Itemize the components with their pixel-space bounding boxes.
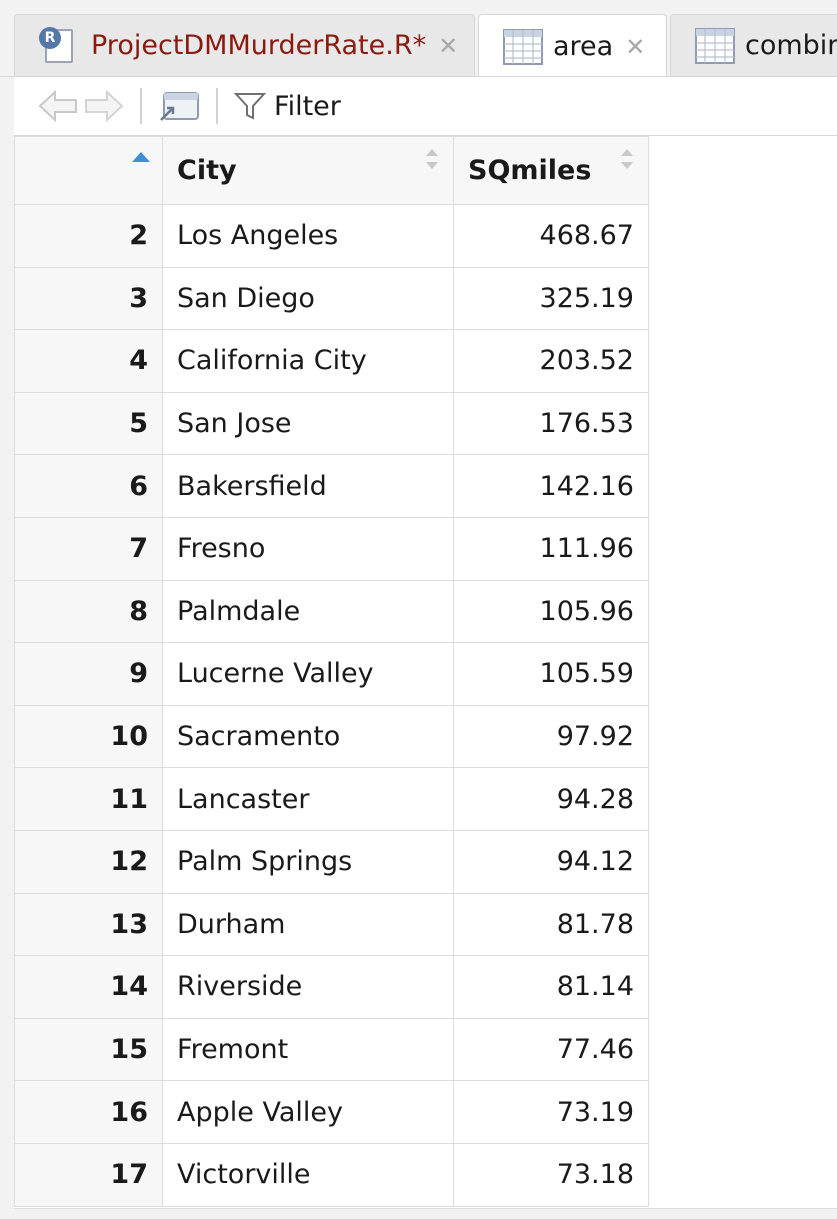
- sqmiles-cell[interactable]: 111.96: [453, 516, 649, 581]
- table-row[interactable]: 15 Fremont 77.46: [14, 1017, 649, 1082]
- row-index-cell: 2: [14, 204, 163, 268]
- city-cell[interactable]: Los Angeles: [162, 204, 454, 268]
- table-row[interactable]: 13 Durham 81.78: [14, 892, 649, 957]
- city-cell[interactable]: Victorville: [162, 1142, 454, 1207]
- city-cell[interactable]: Lancaster: [162, 767, 454, 831]
- column-header-index[interactable]: [14, 136, 163, 205]
- table-row[interactable]: 3 San Diego 325.19: [14, 266, 649, 331]
- table-row[interactable]: 6 Bakersfield 142.16: [14, 454, 649, 518]
- sort-toggle-icon[interactable]: [620, 147, 634, 171]
- table-row[interactable]: 11 Lancaster 94.28: [14, 767, 649, 831]
- table-row[interactable]: 10 Sacramento 97.92: [14, 704, 649, 769]
- sqmiles-cell[interactable]: 81.78: [453, 892, 649, 957]
- back-arrow-icon[interactable]: [38, 89, 78, 123]
- row-index-cell: 12: [14, 829, 163, 894]
- close-icon[interactable]: ✕: [625, 32, 646, 61]
- data-viewer-toolbar: Filter: [14, 77, 837, 136]
- toolbar-separator: [140, 88, 142, 124]
- tab-project-script[interactable]: R ProjectDMMurderRate.R* ✕: [14, 14, 475, 76]
- table-row[interactable]: 16 Apple Valley 73.19: [14, 1080, 649, 1144]
- column-header-sqmiles[interactable]: SQmiles: [453, 136, 649, 205]
- sqmiles-cell[interactable]: 325.19: [453, 266, 649, 331]
- sort-toggle-icon[interactable]: [425, 147, 439, 171]
- data-grid-icon: [695, 27, 735, 64]
- row-index-cell: 15: [14, 1017, 163, 1082]
- sqmiles-cell[interactable]: 73.19: [453, 1080, 649, 1144]
- table-row[interactable]: 2 Los Angeles 468.67: [14, 204, 649, 268]
- row-index-cell: 16: [14, 1080, 163, 1144]
- row-index-cell: 10: [14, 704, 163, 769]
- sqmiles-cell[interactable]: 73.18: [453, 1142, 649, 1207]
- table-footer-strip: [14, 1208, 837, 1219]
- popout-window-icon[interactable]: [158, 89, 200, 123]
- tab-label: area: [553, 31, 614, 62]
- city-cell[interactable]: Apple Valley: [162, 1080, 454, 1144]
- row-index-cell: 13: [14, 892, 163, 957]
- row-index-cell: 17: [14, 1142, 163, 1207]
- table-row[interactable]: 12 Palm Springs 94.12: [14, 829, 649, 894]
- sqmiles-cell[interactable]: 142.16: [453, 454, 649, 518]
- table-header-row: City SQmiles: [14, 136, 649, 205]
- column-header-label: SQmiles: [468, 155, 592, 186]
- city-cell[interactable]: California City: [162, 329, 454, 393]
- city-cell[interactable]: Durham: [162, 892, 454, 957]
- city-cell[interactable]: Palmdale: [162, 579, 454, 644]
- filter-button[interactable]: Filter: [234, 91, 341, 122]
- toolbar-separator: [216, 88, 218, 124]
- sqmiles-cell[interactable]: 77.46: [453, 1017, 649, 1082]
- column-header-label: City: [177, 155, 237, 186]
- sqmiles-cell[interactable]: 94.12: [453, 829, 649, 894]
- city-cell[interactable]: Fremont: [162, 1017, 454, 1082]
- city-cell[interactable]: Bakersfield: [162, 454, 454, 518]
- table-row[interactable]: 14 Riverside 81.14: [14, 955, 649, 1019]
- row-index-cell: 6: [14, 454, 163, 518]
- data-table: City SQmiles 2 Los Angeles 468.67 3 San Dieg…: [14, 136, 649, 1207]
- tab-label: ProjectDMMurderRate.R*: [91, 30, 427, 61]
- sqmiles-cell[interactable]: 105.96: [453, 579, 649, 644]
- close-icon[interactable]: ✕: [438, 31, 459, 60]
- tab-label: combin: [745, 30, 837, 61]
- row-index-cell: 4: [14, 329, 163, 393]
- city-cell[interactable]: Lucerne Valley: [162, 642, 454, 706]
- sqmiles-cell[interactable]: 203.52: [453, 329, 649, 393]
- sqmiles-cell[interactable]: 176.53: [453, 391, 649, 456]
- sqmiles-cell[interactable]: 468.67: [453, 204, 649, 268]
- row-index-cell: 5: [14, 391, 163, 456]
- table-row[interactable]: 17 Victorville 73.18: [14, 1142, 649, 1207]
- sort-ascending-icon: [132, 152, 150, 162]
- table-row[interactable]: 8 Palmdale 105.96: [14, 579, 649, 644]
- city-cell[interactable]: Palm Springs: [162, 829, 454, 894]
- row-index-cell: 3: [14, 266, 163, 331]
- city-cell[interactable]: Sacramento: [162, 704, 454, 769]
- table-row[interactable]: 5 San Jose 176.53: [14, 391, 649, 456]
- table-row[interactable]: 9 Lucerne Valley 105.59: [14, 642, 649, 706]
- filter-funnel-icon: [234, 93, 266, 120]
- row-index-cell: 8: [14, 579, 163, 644]
- sqmiles-cell[interactable]: 81.14: [453, 955, 649, 1019]
- row-index-cell: 14: [14, 955, 163, 1019]
- forward-arrow-icon[interactable]: [84, 89, 124, 123]
- table-row[interactable]: 4 California City 203.52: [14, 329, 649, 393]
- column-header-city[interactable]: City: [162, 136, 454, 205]
- r-script-icon: R: [39, 26, 77, 65]
- city-cell[interactable]: San Diego: [162, 266, 454, 331]
- city-cell[interactable]: Fresno: [162, 516, 454, 581]
- tab-divider: [0, 76, 837, 77]
- filter-label: Filter: [274, 90, 341, 122]
- data-grid-icon: [503, 28, 543, 65]
- sqmiles-cell[interactable]: 105.59: [453, 642, 649, 706]
- sqmiles-cell[interactable]: 94.28: [453, 767, 649, 831]
- tab-area[interactable]: area ✕: [478, 14, 667, 78]
- row-index-cell: 7: [14, 516, 163, 581]
- editor-tab-strip: R ProjectDMMurderRate.R* ✕ area ✕ combin: [0, 0, 837, 78]
- tab-combin[interactable]: combin: [670, 14, 837, 76]
- sqmiles-cell[interactable]: 97.92: [453, 704, 649, 769]
- row-index-cell: 9: [14, 642, 163, 706]
- city-cell[interactable]: San Jose: [162, 391, 454, 456]
- row-index-cell: 11: [14, 767, 163, 831]
- table-row[interactable]: 7 Fresno 111.96: [14, 516, 649, 581]
- city-cell[interactable]: Riverside: [162, 955, 454, 1019]
- data-table-area: City SQmiles 2 Los Angeles 468.67 3 San Dieg…: [14, 136, 837, 1219]
